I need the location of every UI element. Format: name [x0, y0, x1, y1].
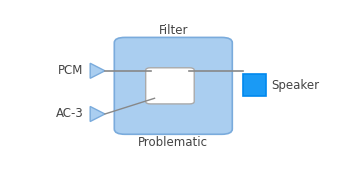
Bar [243, 74, 266, 96]
Text: Speaker: Speaker [271, 79, 319, 92]
Text: AC-3: AC-3 [56, 107, 83, 121]
Text: Problematic: Problematic [138, 136, 208, 149]
Text: PCM: PCM [58, 64, 83, 77]
FancyBboxPatch shape [114, 37, 232, 134]
Polygon shape [90, 106, 105, 122]
Text: Filter: Filter [158, 24, 188, 37]
FancyBboxPatch shape [146, 68, 194, 104]
Polygon shape [90, 63, 105, 78]
